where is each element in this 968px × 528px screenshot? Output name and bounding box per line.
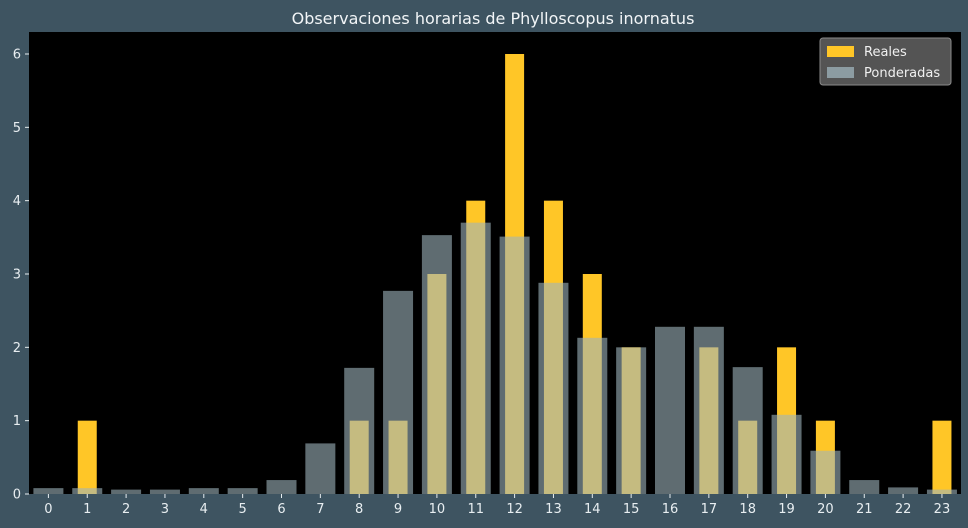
x-tick-label: 8 bbox=[355, 502, 363, 517]
bar-ponderadas-0 bbox=[33, 488, 64, 494]
y-tick-label: 4 bbox=[13, 194, 21, 209]
y-tick-label: 6 bbox=[13, 48, 21, 63]
bar-ponderadas-3 bbox=[149, 489, 180, 494]
bar-ponderadas-4 bbox=[188, 488, 219, 494]
bar-ponderadas-1 bbox=[72, 488, 103, 494]
bar-ponderadas-2 bbox=[111, 489, 142, 494]
x-tick-label: 12 bbox=[506, 502, 523, 517]
bar-ponderadas-23 bbox=[926, 489, 957, 494]
plot-area bbox=[29, 32, 961, 494]
y-tick-label: 5 bbox=[13, 121, 21, 136]
bar-ponderadas-14 bbox=[577, 337, 608, 494]
x-tick-label: 13 bbox=[545, 502, 562, 517]
bar-ponderadas-15 bbox=[616, 347, 647, 494]
bar-ponderadas-6 bbox=[266, 480, 297, 494]
x-tick-label: 16 bbox=[662, 502, 679, 517]
legend-label-reales: Reales bbox=[864, 45, 907, 60]
x-tick-label: 17 bbox=[701, 502, 718, 517]
x-tick-label: 4 bbox=[200, 502, 208, 517]
legend: Reales Ponderadas bbox=[819, 37, 952, 86]
x-tick-label: 3 bbox=[161, 502, 169, 517]
bar-ponderadas-12 bbox=[499, 236, 530, 494]
bar-ponderadas-21 bbox=[849, 480, 880, 494]
y-tick-label: 3 bbox=[13, 268, 21, 283]
bar-ponderadas-7 bbox=[305, 443, 336, 494]
x-tick-label: 22 bbox=[895, 502, 912, 517]
bar-reales-23 bbox=[932, 420, 952, 494]
y-tick-label: 0 bbox=[13, 488, 21, 503]
x-tick-label: 9 bbox=[394, 502, 402, 517]
bar-ponderadas-16 bbox=[655, 326, 685, 494]
x-tick-label: 10 bbox=[429, 502, 446, 517]
bar-ponderadas-19 bbox=[771, 414, 802, 494]
x-tick-label: 2 bbox=[122, 502, 130, 517]
bar-ponderadas-10 bbox=[421, 235, 452, 494]
x-tick-label: 6 bbox=[277, 502, 285, 517]
x-tick-label: 7 bbox=[316, 502, 324, 517]
bar-ponderadas-18 bbox=[732, 367, 763, 494]
x-tick-label: 19 bbox=[778, 502, 795, 517]
x-tick-label: 21 bbox=[856, 502, 873, 517]
bar-reales-1 bbox=[77, 420, 97, 494]
bar-ponderadas-22 bbox=[888, 487, 919, 494]
x-tick-label: 0 bbox=[44, 502, 52, 517]
x-tick-label: 23 bbox=[934, 502, 951, 517]
y-tick-label: 2 bbox=[13, 341, 21, 356]
x-tick-label: 11 bbox=[467, 502, 484, 517]
bar-ponderadas-8 bbox=[344, 367, 375, 494]
bar-ponderadas-11 bbox=[460, 222, 491, 494]
chart-title: Observaciones horarias de Phylloscopus i… bbox=[292, 9, 695, 28]
series-ponderadas bbox=[33, 222, 957, 494]
x-tick-label: 14 bbox=[584, 502, 601, 517]
x-tick-label: 1 bbox=[83, 502, 91, 517]
x-tick-label: 15 bbox=[623, 502, 640, 517]
legend-label-ponderadas: Ponderadas bbox=[864, 66, 940, 81]
bar-ponderadas-13 bbox=[538, 282, 569, 494]
y-tick-label: 1 bbox=[13, 414, 21, 429]
bar-ponderadas-20 bbox=[810, 450, 841, 494]
x-tick-label: 18 bbox=[739, 502, 756, 517]
x-tick-label: 5 bbox=[239, 502, 247, 517]
bar-ponderadas-9 bbox=[383, 290, 414, 494]
bar-ponderadas-5 bbox=[227, 488, 258, 494]
legend-swatch-reales bbox=[827, 46, 854, 57]
legend-swatch-ponderadas bbox=[827, 67, 854, 78]
x-tick-label: 20 bbox=[817, 502, 834, 517]
bar-ponderadas-17 bbox=[693, 326, 724, 494]
